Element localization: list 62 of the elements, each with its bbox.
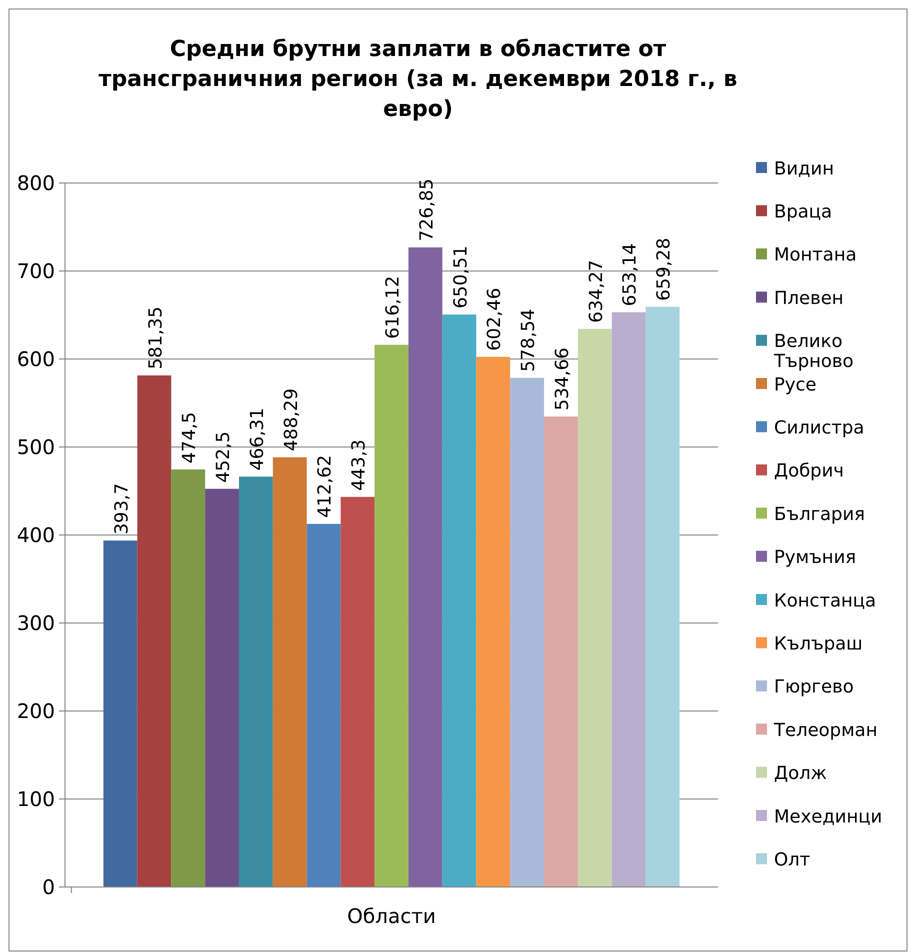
bar bbox=[103, 540, 138, 887]
y-tick-label: 300 bbox=[16, 611, 55, 635]
data-label: 581,35 bbox=[145, 306, 166, 370]
data-label: 650,51 bbox=[450, 246, 472, 309]
legend-label: Долж bbox=[774, 763, 827, 784]
legend-label: Монтана bbox=[774, 244, 857, 266]
legend-label: Силистра bbox=[774, 418, 864, 438]
legend-label: Олт bbox=[774, 850, 810, 870]
y-tick-label: 600 bbox=[16, 347, 55, 371]
legend-label: Велико Търново bbox=[773, 331, 854, 372]
data-label: 616,12 bbox=[382, 276, 404, 339]
bar bbox=[171, 469, 206, 887]
legend-label: Констанца bbox=[774, 590, 876, 612]
data-label: 534,66 bbox=[552, 348, 573, 410]
y-tick-label: 700 bbox=[16, 259, 55, 283]
data-label: 443,3 bbox=[348, 439, 370, 491]
bar bbox=[646, 306, 680, 887]
y-tick-label: 800 bbox=[16, 171, 55, 195]
legend-label: Враца bbox=[774, 202, 832, 222]
legend-label: България bbox=[774, 504, 866, 525]
data-label: 659,28 bbox=[654, 238, 675, 301]
bar bbox=[476, 356, 510, 887]
data-label: 578,54 bbox=[518, 308, 540, 372]
bar bbox=[510, 378, 544, 887]
legend-label: Мехединци bbox=[774, 806, 882, 828]
data-label: 466,31 bbox=[246, 408, 268, 471]
data-label: 393,7 bbox=[111, 483, 132, 535]
bar bbox=[578, 328, 612, 887]
chart-title: Средни брутни заплати в областите от трансграничния регион (за м. декември 2018 г., в евро) bbox=[98, 37, 738, 122]
data-label: 602,46 bbox=[484, 288, 506, 351]
data-label: 653,14 bbox=[620, 243, 641, 306]
bar bbox=[272, 457, 307, 887]
data-label: 634,27 bbox=[586, 260, 607, 323]
bar bbox=[137, 375, 172, 887]
legend-label: Русе bbox=[774, 374, 816, 396]
legend-label: Плевен bbox=[774, 288, 844, 309]
bar bbox=[544, 416, 578, 887]
data-label: 726,85 bbox=[416, 178, 438, 242]
legend-label: Телеорман bbox=[773, 720, 878, 741]
legend-label: Видин bbox=[774, 158, 834, 180]
y-tick-label: 500 bbox=[16, 435, 55, 459]
y-tick-label: 0 bbox=[42, 875, 55, 899]
bar bbox=[238, 476, 273, 887]
legend-label: Румъния bbox=[774, 547, 856, 568]
legend-label: Добрич bbox=[774, 460, 844, 482]
data-label: 474,5 bbox=[179, 412, 200, 464]
bar bbox=[408, 247, 442, 887]
data-label: 412,62 bbox=[314, 454, 336, 518]
y-tick-label: 400 bbox=[16, 523, 55, 547]
y-tick-label: 100 bbox=[16, 787, 55, 811]
legend-label: Гюргево bbox=[774, 676, 854, 698]
bar bbox=[374, 344, 408, 887]
x-tick-label: Области bbox=[347, 904, 436, 928]
data-label: 488,29 bbox=[280, 388, 302, 452]
bar bbox=[306, 524, 341, 887]
bar bbox=[612, 312, 646, 887]
bar bbox=[340, 496, 375, 887]
data-label: 452,5 bbox=[213, 431, 234, 483]
bar bbox=[442, 314, 476, 887]
y-tick-label: 200 bbox=[16, 699, 55, 723]
legend-label: Кълъраш bbox=[774, 634, 863, 654]
bar bbox=[205, 488, 239, 887]
